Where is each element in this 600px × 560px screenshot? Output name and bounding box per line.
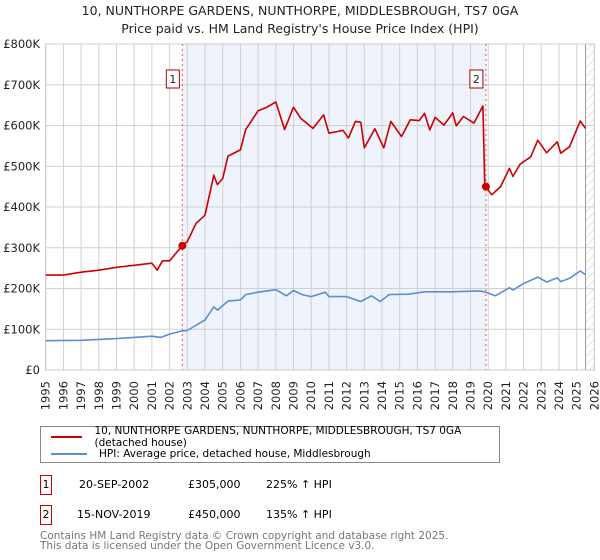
x-tick-label: 1998 xyxy=(92,381,106,410)
y-tick-label: £400K xyxy=(3,200,40,214)
transaction-number: 1 xyxy=(40,475,52,495)
x-tick-label: 2018 xyxy=(446,381,460,410)
x-tick-label: 2021 xyxy=(499,381,513,410)
x-tick-label: 1997 xyxy=(74,381,88,410)
x-tick-label: 2001 xyxy=(145,381,159,410)
x-tick-label: 1996 xyxy=(56,381,70,410)
x-tick-label: 2000 xyxy=(127,381,141,410)
x-tick-label: 2019 xyxy=(464,381,478,410)
x-tick-label: 2009 xyxy=(287,381,301,410)
sale-point xyxy=(178,241,187,250)
x-tick-label: 2023 xyxy=(534,381,548,410)
x-tick-label: 1999 xyxy=(110,381,124,410)
x-tick-label: 2024 xyxy=(552,381,566,410)
y-tick-label: £500K xyxy=(3,159,40,173)
transaction-hpi: 225% ↑ HPI xyxy=(266,478,332,491)
x-tick-label: 2017 xyxy=(428,381,442,410)
x-tick-label: 2015 xyxy=(393,381,407,410)
x-tick-label: 2022 xyxy=(517,381,531,410)
chart-legend: 10, NUNTHORPE GARDENS, NUNTHORPE, MIDDLE… xyxy=(40,425,500,463)
footer-license: This data is licensed under the Open Gov… xyxy=(40,540,375,552)
transaction-date: 20-SEP-2002 xyxy=(79,478,150,491)
y-tick-label: £700K xyxy=(3,78,40,92)
x-tick-label: 2004 xyxy=(198,381,212,410)
transaction-price: £305,000 xyxy=(188,478,241,491)
legend-item-property: 10, NUNTHORPE GARDENS, NUNTHORPE, MIDDLE… xyxy=(51,425,499,449)
price-chart: 1995 1996 1997 1998 1999 2000 2001 2002 2003 2004… xyxy=(3,37,600,410)
x-tick-label: 2011 xyxy=(322,381,336,410)
legend-item-hpi: HPI: Average price, detached house, Midd… xyxy=(51,446,371,462)
x-tick-label: 2006 xyxy=(233,381,247,410)
x-tick-label: 2014 xyxy=(375,381,389,410)
x-tick-label: 2008 xyxy=(269,381,283,410)
footer: Contains HM Land Registry data © Crown c… xyxy=(40,530,449,552)
x-tick-label: 2003 xyxy=(180,381,194,410)
sale-label: 1 xyxy=(169,73,176,86)
footer-copyright: Contains HM Land Registry data © Crown c… xyxy=(40,530,449,542)
sale-label-box xyxy=(165,69,180,89)
sale-label: 2 xyxy=(473,73,480,86)
x-tick-label: 1995 xyxy=(39,381,53,410)
sale-label-box xyxy=(469,69,484,89)
x-tick-label: 2012 xyxy=(340,381,354,410)
x-tick-label: 2002 xyxy=(163,381,177,410)
x-tick-label: 2013 xyxy=(357,381,371,410)
x-tick-label: 2007 xyxy=(251,381,265,410)
transaction-number: 2 xyxy=(40,505,52,525)
x-tick-label: 2026 xyxy=(587,381,600,410)
plot-border xyxy=(45,43,595,371)
transaction-date: 15-NOV-2019 xyxy=(77,508,151,521)
y-tick-label: £600K xyxy=(3,119,40,133)
transaction-price: £450,000 xyxy=(188,508,241,521)
chart-title: 10, NUNTHORPE GARDENS, NUNTHORPE, MIDDLE… xyxy=(81,3,519,18)
y-tick-label: £100K xyxy=(3,322,40,336)
x-tick-label: 2005 xyxy=(216,381,230,410)
x-tick-label: 2010 xyxy=(304,381,318,410)
hpi-line xyxy=(45,270,586,342)
x-tick-label: 2016 xyxy=(410,381,424,410)
y-tick-label: £0 xyxy=(25,363,40,377)
y-tick-label: £300K xyxy=(3,241,40,255)
x-tick-label: 2020 xyxy=(481,381,495,410)
transaction-hpi: 135% ↑ HPI xyxy=(266,508,332,521)
sale-point xyxy=(481,182,490,191)
legend-swatch-red xyxy=(51,436,83,438)
legend-label: 10, NUNTHORPE GARDENS, NUNTHORPE, MIDDLE… xyxy=(94,425,462,449)
x-tick-label: 2025 xyxy=(570,381,584,410)
legend-swatch-blue xyxy=(51,453,87,455)
y-tick-label: £200K xyxy=(3,282,40,296)
chart-subtitle: Price paid vs. HM Land Registry's House … xyxy=(121,21,479,36)
y-tick-label: £800K xyxy=(3,37,40,51)
legend-label: HPI: Average price, detached house, Midd… xyxy=(99,448,371,460)
